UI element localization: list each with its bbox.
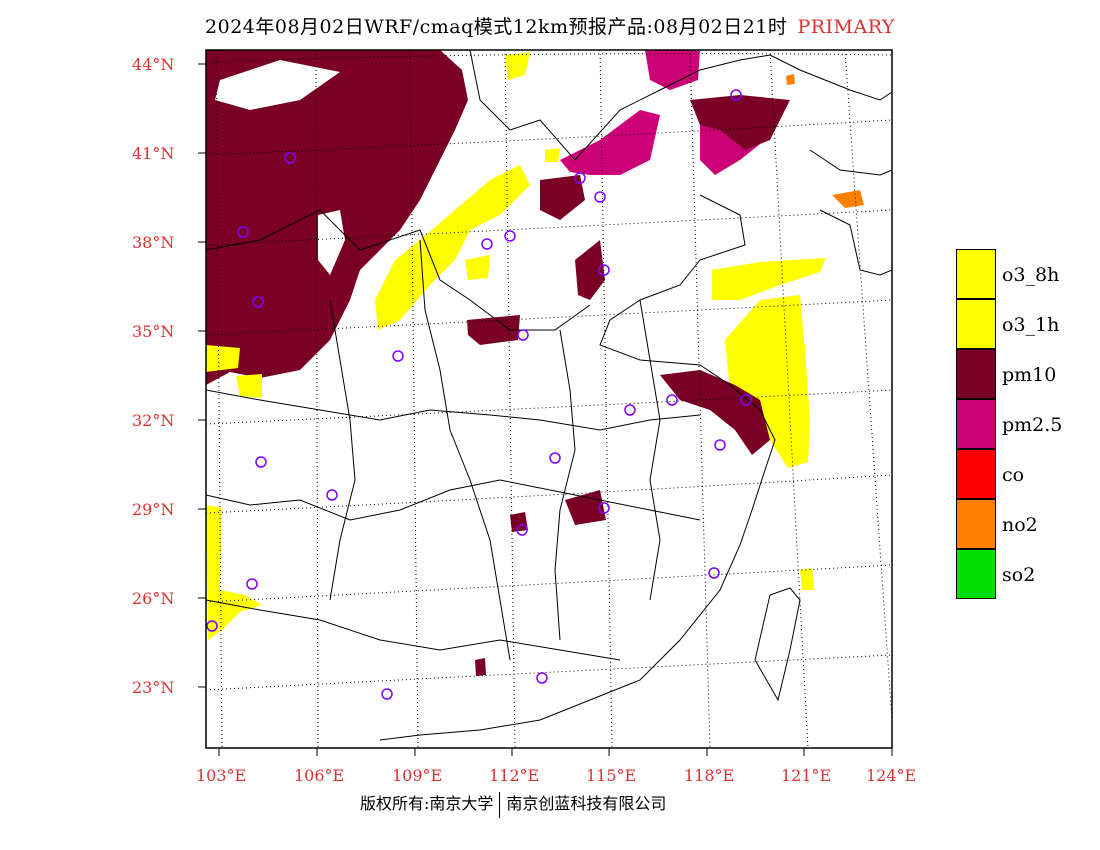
- legend-swatch-co: [956, 449, 996, 499]
- title-tag: PRIMARY: [797, 16, 895, 38]
- lon-label: 103°E: [196, 766, 247, 785]
- lon-label: 109°E: [392, 766, 443, 785]
- region-pm10-yangtze: [660, 370, 770, 455]
- lat-label: 44°N: [132, 55, 175, 74]
- legend-label: co: [1002, 464, 1025, 486]
- station-markers: [206, 89, 752, 700]
- region-pm10-north: [690, 95, 790, 150]
- lat-label: 26°N: [132, 589, 175, 608]
- legend-swatch-o3-1h: [956, 299, 996, 349]
- lat-label: 41°N: [132, 144, 175, 163]
- title-main: 2024年08月02日WRF/cmaq模式12km预报产品:08月02日21时: [205, 16, 788, 38]
- lat-label: 35°N: [132, 322, 175, 341]
- copyright-left: 版权所有:南京大学: [360, 794, 494, 813]
- lat-label: 38°N: [132, 233, 175, 252]
- legend-label: pm10: [1002, 364, 1057, 386]
- map-title: 2024年08月02日WRF/cmaq模式12km预报产品:08月02日21时 P…: [0, 12, 1100, 39]
- lon-label: 121°E: [781, 766, 832, 785]
- legend-label: pm2.5: [1002, 414, 1063, 436]
- legend-swatch-no2: [956, 499, 996, 549]
- region-o3-eastcoast: [712, 258, 826, 300]
- lon-label: 118°E: [684, 766, 735, 785]
- legend-label: no2: [1002, 514, 1038, 536]
- lat-label: 32°N: [132, 411, 175, 430]
- lat-label: 29°N: [132, 500, 175, 519]
- lon-label: 115°E: [586, 766, 637, 785]
- lon-label: 106°E: [294, 766, 345, 785]
- region-pm25-north: [645, 50, 700, 90]
- copyright-footer: 版权所有:南京大学 南京创蓝科技有限公司: [360, 790, 666, 818]
- lat-label: 23°N: [132, 678, 175, 697]
- region-o3-loess: [375, 165, 530, 330]
- legend-label: o3_1h: [1002, 314, 1060, 336]
- legend-label: o3_8h: [1002, 264, 1060, 286]
- map-frame: [205, 49, 893, 749]
- copyright-right: 南京创蓝科技有限公司: [506, 794, 667, 813]
- lon-label: 124°E: [866, 766, 917, 785]
- legend-swatch-so2: [956, 549, 996, 599]
- lon-label: 112°E: [489, 766, 540, 785]
- legend-swatch-pm10: [956, 349, 996, 399]
- legend-swatch-o3-8h: [956, 249, 996, 299]
- legend-label: so2: [1002, 564, 1036, 586]
- legend-swatch-pm25: [956, 399, 996, 449]
